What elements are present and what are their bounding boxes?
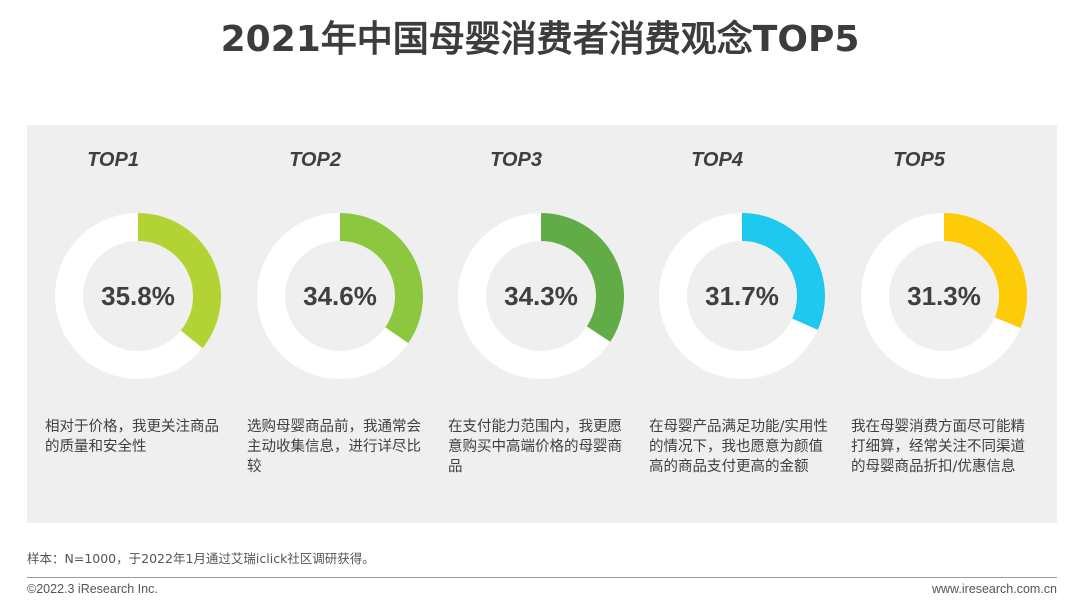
donut-segment: [944, 213, 1027, 329]
copyright-text: ©2022.3 iResearch Inc.: [27, 582, 158, 596]
rank-label: TOP1: [87, 149, 139, 171]
website-link[interactable]: www.iresearch.com.cn: [931, 582, 1057, 596]
rank-label: TOP4: [691, 149, 743, 171]
percentage-label: 34.6%: [303, 281, 377, 311]
description-text: 在母婴产品满足功能/实用性的情况下，我也愿意为颜值高的商品支付更高的金额: [649, 419, 828, 475]
description-text: 在支付能力范围内，我更愿意购买中高端价格的母婴商品: [448, 419, 622, 475]
donut-segment: [340, 213, 423, 344]
rank-label: TOP3: [490, 149, 542, 171]
donut-segment: [138, 213, 221, 349]
donut-chart-1: 35.8%: [55, 213, 221, 379]
description-text: 选购母婴商品前，我通常会主动收集信息，进行详尽比较: [247, 419, 421, 475]
chart-panel: TOP1 35.8% 相对于价格，我更关注商品的质量和安全性 TOP2 34.6…: [27, 125, 1057, 523]
footer-divider: [27, 577, 1057, 578]
rank-label: TOP2: [289, 149, 341, 171]
percentage-label: 31.7%: [705, 281, 779, 311]
percentage-label: 34.3%: [504, 281, 578, 311]
donut-chart-2: 34.6%: [257, 213, 423, 379]
donut-chart-5: 31.3%: [861, 213, 1027, 379]
donut-segment: [541, 213, 624, 342]
chart-title: 2021年中国母婴消费者消费观念TOP5: [220, 19, 860, 60]
description-text: 我在母婴消费方面尽可能精打细算，经常关注不同渠道的母婴商品折扣/优惠信息: [851, 419, 1025, 475]
description-text: 相对于价格，我更关注商品的质量和安全性: [45, 419, 219, 455]
percentage-label: 35.8%: [101, 281, 175, 311]
sample-note: 样本：N=1000，于2022年1月通过艾瑞iclick社区调研获得。: [27, 551, 375, 566]
donut-chart-4: 31.7%: [659, 213, 825, 379]
rank-label: TOP5: [893, 149, 945, 171]
percentage-label: 31.3%: [907, 281, 981, 311]
donut-chart-3: 34.3%: [458, 213, 624, 379]
donut-segment: [742, 213, 825, 330]
